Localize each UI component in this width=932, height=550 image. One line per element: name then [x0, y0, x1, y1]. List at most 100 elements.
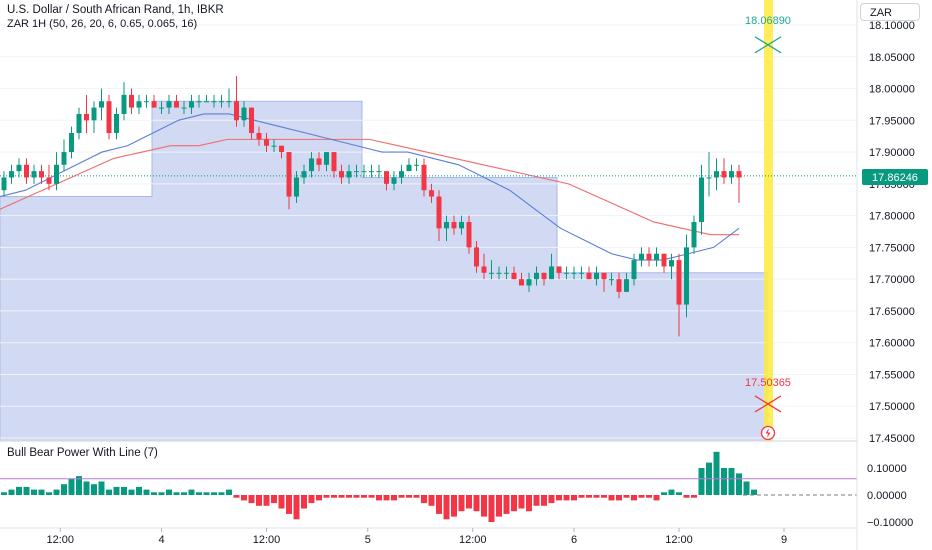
bbp-bar [271, 495, 277, 504]
price-tick-label: 18.10000 [869, 20, 915, 32]
bbp-bar [211, 492, 217, 495]
candle [646, 247, 652, 267]
candle [84, 94, 89, 134]
bbp-bar [143, 489, 150, 495]
lightning-icon[interactable] [760, 425, 776, 441]
lower-indicator-title[interactable]: Bull Bear Power With Line (7) [7, 447, 158, 459]
candle-body [286, 152, 292, 197]
bbp-bar [751, 489, 757, 495]
candle [601, 272, 607, 292]
bbp-bar [638, 495, 645, 498]
candle [609, 272, 614, 286]
bbp-bar [436, 495, 442, 514]
bbp-bar [443, 495, 450, 520]
price-tick-label: 17.45000 [869, 433, 915, 445]
grid [0, 24, 857, 439]
candle-body [601, 272, 607, 280]
candle-body [264, 139, 269, 146]
candle [594, 266, 599, 286]
bbp-bar [361, 495, 367, 498]
bbp-axis[interactable]: 0.10000 0.00000 −0.10000 [867, 463, 913, 529]
candle [654, 247, 659, 267]
candle [256, 126, 262, 146]
candle-body [99, 101, 104, 108]
candle-body [624, 279, 629, 292]
bbp-bar [188, 489, 195, 495]
bbp-bar [473, 495, 480, 512]
indicator-title[interactable]: ZAR 1H (50, 26, 20, 6, 0.65, 0.065, 16) [7, 18, 198, 30]
candles[interactable] [1, 75, 742, 337]
candle [181, 101, 187, 114]
candle-body [271, 145, 277, 147]
candle-body [1, 177, 7, 191]
candle [631, 253, 637, 286]
bbp-bar [203, 492, 210, 495]
bbp-bar [293, 495, 300, 520]
candle [421, 158, 427, 197]
candle-body [151, 101, 157, 108]
currency-selector[interactable]: ZAR [860, 3, 920, 21]
price-axis[interactable]: 18.10000 18.05000 18.00000 17.95000 17.90000… [869, 20, 915, 445]
candle [556, 266, 562, 280]
bbp-bar [323, 495, 330, 498]
candle [414, 158, 419, 172]
bbp-bar [563, 495, 570, 501]
candle-body [181, 107, 187, 109]
candle-body [586, 272, 592, 280]
bbp-bar [698, 468, 705, 495]
candle [99, 88, 104, 121]
candle-body [579, 272, 584, 274]
candle-body [91, 107, 97, 121]
candle [429, 183, 434, 203]
candle [24, 158, 29, 184]
candle [339, 164, 344, 184]
bbp-bar [233, 495, 240, 498]
candle-body [46, 177, 52, 184]
candle [174, 94, 179, 108]
blue-ma-line [0, 113, 740, 261]
candle [706, 152, 712, 197]
price-tick-label: 17.65000 [869, 306, 915, 318]
time-axis[interactable]: 12:00 4 12:00 5 12:00 6 12:00 9 [46, 528, 787, 546]
candle-body [406, 164, 412, 172]
candle-body [136, 101, 142, 108]
bbp-bar [571, 495, 577, 501]
price-tick-label: 17.90000 [869, 147, 915, 159]
candle-body [54, 164, 59, 184]
bbp-bar [158, 492, 165, 495]
bbp-bar [481, 495, 487, 517]
bbp-bar [38, 489, 45, 495]
candle-body [436, 196, 442, 229]
candle [39, 164, 44, 184]
candle-body [414, 164, 419, 166]
candle [1, 171, 7, 197]
candle [46, 164, 52, 191]
candle-body [519, 279, 524, 286]
bbp-bar [61, 484, 67, 495]
bbp-bar [113, 486, 120, 495]
candle-body [661, 253, 667, 267]
candle [376, 164, 382, 178]
bbp-bar [488, 495, 495, 522]
candle-body [354, 171, 359, 173]
price-tick-label: 17.70000 [869, 274, 915, 286]
candle-body [691, 221, 697, 248]
bbp-bar [383, 495, 390, 501]
candle [204, 94, 209, 103]
candle-body [339, 171, 344, 178]
candle [69, 126, 74, 159]
candle-body [511, 272, 517, 280]
candle [249, 107, 254, 140]
candle [9, 164, 14, 184]
candle [496, 266, 502, 280]
bbp-bar [256, 495, 262, 506]
bbp-histogram [0, 451, 857, 522]
bbp-bar [376, 495, 382, 501]
bbp-bar [451, 495, 457, 517]
candle-body [699, 177, 704, 222]
candle [571, 266, 577, 280]
candle-body [489, 272, 494, 274]
candle [541, 272, 547, 286]
symbol-title[interactable]: U.S. Dollar / South African Rand, 1h, IB… [7, 4, 224, 16]
